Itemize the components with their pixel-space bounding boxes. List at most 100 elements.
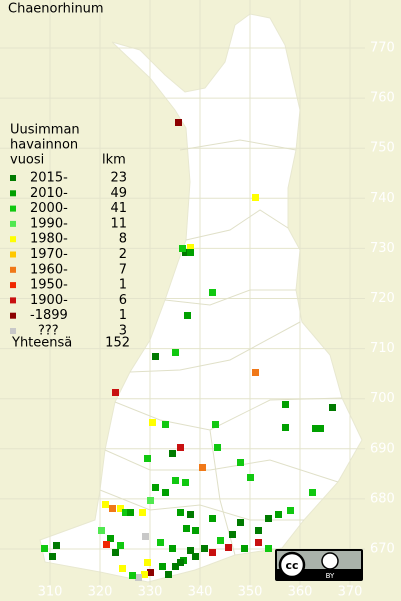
legend-count: 49 <box>110 186 127 201</box>
observation <box>275 511 282 518</box>
observation <box>147 497 154 504</box>
legend-header: vuosi <box>10 153 44 168</box>
legend-count: 1 <box>119 278 127 293</box>
legend-label: -1899 <box>30 308 68 323</box>
legend-swatch <box>10 175 16 181</box>
legend-count: 23 <box>110 171 127 186</box>
observation <box>162 421 169 428</box>
legend-label: 2010- <box>30 186 68 201</box>
observation <box>162 489 169 496</box>
legend-label: 1970- <box>30 247 68 262</box>
observation <box>265 545 272 552</box>
observation <box>169 545 176 552</box>
northing-label: 690 <box>370 441 395 456</box>
northing-label: 750 <box>370 141 395 156</box>
northing-label: 710 <box>370 341 395 356</box>
observation <box>149 419 156 426</box>
observation <box>192 527 199 534</box>
legend-swatch <box>10 236 16 243</box>
observation <box>201 545 208 552</box>
observation <box>312 425 319 432</box>
observation <box>119 565 126 572</box>
observation <box>107 535 114 542</box>
legend-label: 2000- <box>30 201 68 216</box>
observation <box>265 515 272 522</box>
easting-label: 330 <box>138 585 163 600</box>
observation <box>177 509 184 516</box>
observation <box>179 245 186 252</box>
observation <box>187 511 194 518</box>
observation <box>192 553 199 560</box>
observation <box>152 353 159 360</box>
observation <box>142 533 149 540</box>
observation <box>135 574 142 581</box>
northing-label: 670 <box>370 542 395 557</box>
observation <box>182 479 189 486</box>
observation <box>252 194 259 201</box>
observation <box>53 542 60 549</box>
observation <box>237 459 244 466</box>
legend-label: 1900- <box>30 293 68 308</box>
legend-count: 2 <box>119 247 127 262</box>
observation <box>184 312 191 319</box>
observation <box>157 539 164 546</box>
observation <box>129 572 136 579</box>
northing-label: 760 <box>370 91 395 106</box>
legend-swatch <box>10 297 16 304</box>
observation <box>237 519 244 526</box>
observation <box>172 563 179 570</box>
observation <box>139 509 146 516</box>
legend-count: 41 <box>110 201 127 216</box>
observation <box>172 349 179 356</box>
total-label: Yhteensä <box>11 336 72 351</box>
observation <box>112 389 119 396</box>
observation <box>117 505 124 512</box>
cc-label: cc <box>285 559 298 572</box>
observation <box>187 547 194 554</box>
legend-label: 1960- <box>30 262 68 277</box>
legend-label: ??? <box>38 324 59 339</box>
legend-swatch <box>10 220 16 227</box>
legend-count: 8 <box>119 232 127 247</box>
observation <box>49 553 56 560</box>
legend-count: 11 <box>110 216 127 231</box>
observation <box>317 425 324 432</box>
northing-label: 730 <box>370 241 395 256</box>
northing-label: 740 <box>370 191 395 206</box>
legend-swatch <box>10 205 16 212</box>
legend-swatch <box>10 282 16 289</box>
map-title: Chaenorhinum <box>8 2 104 17</box>
legend-count: 1 <box>119 308 127 323</box>
northing-label: 720 <box>370 291 395 306</box>
observation <box>282 424 289 431</box>
easting-label: 370 <box>338 585 363 600</box>
observation <box>169 450 176 457</box>
observation <box>98 527 105 534</box>
legend-count: 6 <box>119 293 127 308</box>
legend-swatch <box>10 328 16 334</box>
observation <box>329 404 336 411</box>
observation <box>122 509 129 516</box>
observation <box>147 569 154 576</box>
northing-label: 700 <box>370 391 395 406</box>
easting-label: 360 <box>288 585 313 600</box>
easting-label: 310 <box>38 585 63 600</box>
northing-label: 770 <box>370 41 395 56</box>
observation <box>165 571 172 578</box>
observation <box>209 289 216 296</box>
observation <box>255 539 262 546</box>
legend-count: 7 <box>119 262 127 277</box>
observation <box>144 559 151 566</box>
legend-swatch <box>10 251 16 258</box>
observation <box>187 249 194 256</box>
legend-label: 1980- <box>30 232 68 247</box>
legend-swatch <box>10 312 16 319</box>
observation <box>229 531 236 538</box>
observation <box>117 542 124 549</box>
observation <box>199 464 206 471</box>
observation <box>252 369 259 376</box>
observation <box>214 444 221 451</box>
observation <box>109 505 116 512</box>
easting-label: 340 <box>188 585 213 600</box>
